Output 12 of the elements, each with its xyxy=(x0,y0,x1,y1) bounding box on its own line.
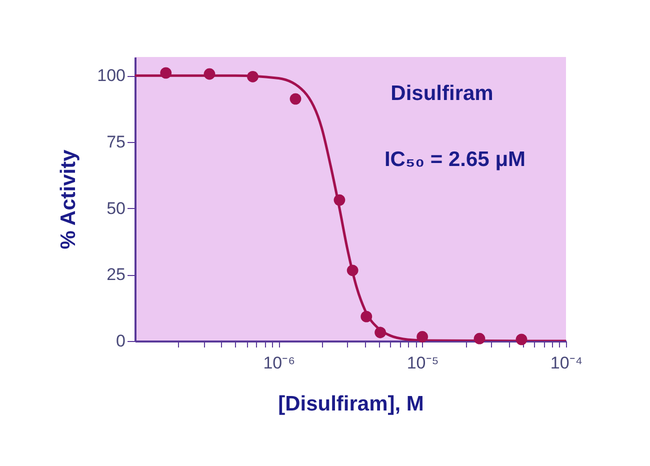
x-tick-label: 10⁻⁵ xyxy=(406,354,439,372)
x-tick-label: 10⁻⁴ xyxy=(550,354,583,372)
y-tick-label: 75 xyxy=(106,132,126,152)
y-tick-label: 25 xyxy=(106,265,126,284)
x-axis-title: [Disulfiram], M xyxy=(278,392,424,416)
y-tick-label: 100 xyxy=(97,66,126,86)
x-tick-label: 10⁻⁶ xyxy=(263,354,296,372)
y-tick-label: 0 xyxy=(116,332,126,350)
annotation: Disulfiram xyxy=(390,82,494,105)
y-tick-label: 50 xyxy=(106,198,126,218)
y-axis-title: % Activity xyxy=(57,149,80,250)
annotation: IC₅₀ = 2.65 μM xyxy=(384,148,526,171)
